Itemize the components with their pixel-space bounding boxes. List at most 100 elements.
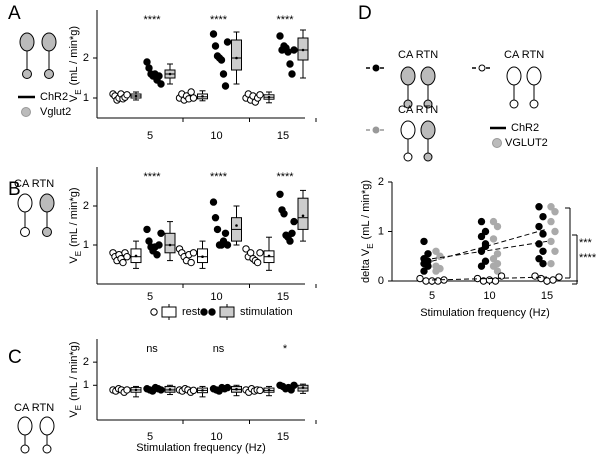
data-point xyxy=(432,247,440,256)
y-label-unit: (mL / min*g) xyxy=(68,341,80,401)
data-point xyxy=(551,247,559,256)
data-point xyxy=(256,249,264,257)
legend-label: rest xyxy=(182,306,200,318)
significance: ns xyxy=(146,343,158,355)
data-point xyxy=(217,56,226,64)
data-point xyxy=(189,386,198,395)
data-point xyxy=(489,255,498,263)
data-point xyxy=(290,217,298,226)
data-point xyxy=(223,241,232,249)
gene-label: VGLUT2 xyxy=(505,137,548,149)
data-point xyxy=(497,272,506,280)
data-point xyxy=(428,277,436,285)
data-point xyxy=(539,259,547,268)
data-point xyxy=(256,386,264,395)
data-point xyxy=(157,386,165,394)
significance: **** xyxy=(210,171,228,183)
box-mean xyxy=(168,243,172,247)
box-mean xyxy=(235,387,238,391)
x-tick-label: 10 xyxy=(210,130,222,142)
data-point xyxy=(145,64,153,72)
data-point xyxy=(477,217,486,226)
data-point xyxy=(535,255,543,263)
box-mean xyxy=(168,72,172,76)
y-label-unit: (mL / min*g) xyxy=(68,26,80,86)
data-point xyxy=(539,212,547,221)
data-point xyxy=(547,237,555,246)
significance: **** xyxy=(210,14,228,26)
data-point xyxy=(434,277,442,285)
data-point xyxy=(543,277,551,285)
y-label-unit: (mL / min*g) xyxy=(68,187,80,247)
box xyxy=(164,232,176,254)
data-point xyxy=(189,94,198,102)
fit-line xyxy=(431,276,548,281)
y-axis-label: delta VE (mL / min*g) xyxy=(360,180,375,283)
x-axis-label: Stimulation frequency (Hz) xyxy=(136,442,266,454)
data-point xyxy=(420,237,428,246)
data-point xyxy=(187,258,195,267)
legend-box xyxy=(161,306,177,318)
data-point xyxy=(187,88,195,96)
data-point xyxy=(539,247,547,256)
x-tick-label: 5 xyxy=(147,130,153,142)
significance: * xyxy=(283,343,288,355)
y-tick-label: 2 xyxy=(83,356,89,368)
legend-label: stimulation xyxy=(240,306,293,318)
x-axis-label: Stimulation frequency (Hz) xyxy=(420,307,550,319)
box xyxy=(231,39,242,71)
box-mean xyxy=(168,388,172,391)
significance: *** xyxy=(579,237,593,249)
box-mean xyxy=(301,214,305,218)
data-point xyxy=(223,383,232,392)
x-tick-label: 5 xyxy=(147,291,153,303)
data-point xyxy=(276,190,284,199)
y-label-main: V xyxy=(68,410,80,418)
y-label-unit: (mL / min*g) xyxy=(360,180,372,240)
x-tick-label: 15 xyxy=(277,431,289,443)
data-point xyxy=(493,222,502,231)
data-point xyxy=(288,229,296,238)
data-point xyxy=(489,235,498,243)
data-point xyxy=(253,258,262,267)
data-point xyxy=(286,237,294,245)
data-point xyxy=(549,276,557,284)
data-point xyxy=(211,214,220,222)
schematic-label: CA RTN xyxy=(398,104,438,116)
panel-letter: D xyxy=(358,3,372,24)
y-tick-label: 1 xyxy=(83,92,89,104)
data-point xyxy=(485,276,494,284)
box xyxy=(297,197,309,230)
y-label-main: delta V xyxy=(360,248,372,283)
schematic-label: CA RTN xyxy=(504,49,544,61)
data-point xyxy=(223,38,232,46)
schematic-label: CA RTN xyxy=(398,49,438,61)
y-label-main: V xyxy=(68,94,80,102)
data-point xyxy=(143,225,151,234)
schematic-a xyxy=(18,32,57,117)
data-point xyxy=(256,91,264,99)
data-point xyxy=(535,203,543,211)
y-axis-label: VE (mL / min*g) xyxy=(68,26,83,102)
data-point xyxy=(489,217,498,226)
y-tick-label: 1 xyxy=(378,225,384,237)
y-axis-label: VE (mL / min*g) xyxy=(68,187,83,263)
fit-line xyxy=(431,240,548,260)
data-point xyxy=(209,198,218,206)
schematic-b xyxy=(17,193,55,237)
gene-label: ChR2 xyxy=(511,122,539,134)
data-point xyxy=(537,274,545,283)
data-point xyxy=(489,262,498,270)
data-point xyxy=(119,258,127,267)
y-axis-label: VE (mL / min*g) xyxy=(68,341,83,417)
data-point xyxy=(280,210,288,218)
data-point xyxy=(547,217,555,226)
box-mean xyxy=(134,388,138,392)
legend-marker xyxy=(200,308,208,316)
data-point xyxy=(535,240,543,248)
schematic-label: ChR2 xyxy=(40,91,68,103)
panel-letter: B xyxy=(8,179,21,200)
x-tick-label: 10 xyxy=(210,431,222,443)
box-mean xyxy=(267,95,271,99)
significance: **** xyxy=(276,14,294,26)
